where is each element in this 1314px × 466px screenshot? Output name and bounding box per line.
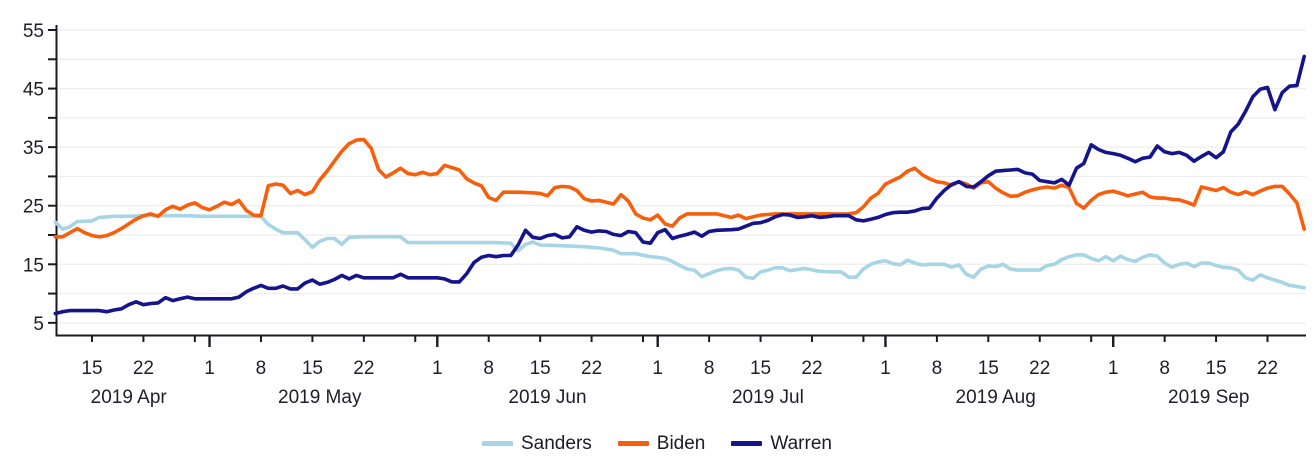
x-day-label: 15 (1206, 358, 1227, 379)
x-day-label: 1 (880, 358, 891, 379)
x-day-label: 22 (353, 358, 374, 379)
y-tick-label: 45 (23, 80, 44, 101)
y-tick-label: 15 (23, 255, 44, 276)
y-tick-label: 5 (33, 314, 44, 335)
chart-legend: Sanders Biden Warren (0, 434, 1314, 453)
x-day-label: 8 (483, 358, 494, 379)
x-day-label: 15 (750, 358, 771, 379)
y-tick-label: 35 (23, 138, 44, 159)
x-day-label: 22 (581, 358, 602, 379)
legend-item-warren[interactable]: Warren (731, 434, 832, 453)
sanders-line (53, 213, 1306, 290)
x-day-label: 1 (1108, 358, 1119, 379)
x-day-label: 15 (302, 358, 323, 379)
x-day-label: 22 (1029, 358, 1050, 379)
y-tick-label: 25 (23, 197, 44, 218)
x-day-label: 1 (652, 358, 663, 379)
x-day-label: 8 (256, 358, 267, 379)
biden-line (53, 137, 1306, 239)
x-day-label: 15 (81, 358, 102, 379)
x-day-label: 22 (133, 358, 154, 379)
sanders-line-swatch-icon (482, 441, 513, 446)
x-month-label: 2019 May (278, 387, 362, 408)
legend-item-sanders[interactable]: Sanders (482, 434, 592, 453)
y-tick-label: 55 (23, 21, 44, 42)
x-day-label: 15 (978, 358, 999, 379)
x-day-label: 22 (1257, 358, 1278, 379)
x-day-label: 15 (530, 358, 551, 379)
x-month-label: 2019 Aug (956, 387, 1036, 408)
legend-label-sanders: Sanders (521, 433, 592, 454)
biden-line-swatch-icon (617, 441, 649, 446)
x-month-label: 2019 Sep (1168, 387, 1249, 408)
legend-item-biden[interactable]: Biden (617, 433, 706, 454)
x-month-label: 2019 Jun (508, 387, 586, 408)
warren-line-swatch-icon (731, 441, 763, 446)
x-month-label: 2019 Apr (91, 387, 168, 408)
x-month-label: 2019 Jul (732, 387, 804, 408)
x-day-label: 22 (801, 358, 822, 379)
x-day-label: 8 (704, 358, 715, 379)
warren-line (53, 54, 1306, 316)
x-day-label: 8 (1159, 358, 1170, 379)
x-day-label: 1 (432, 358, 443, 379)
legend-label-warren: Warren (770, 433, 832, 454)
legend-label-biden: Biden (656, 433, 706, 454)
x-day-label: 1 (204, 358, 215, 379)
x-day-label: 8 (932, 358, 943, 379)
